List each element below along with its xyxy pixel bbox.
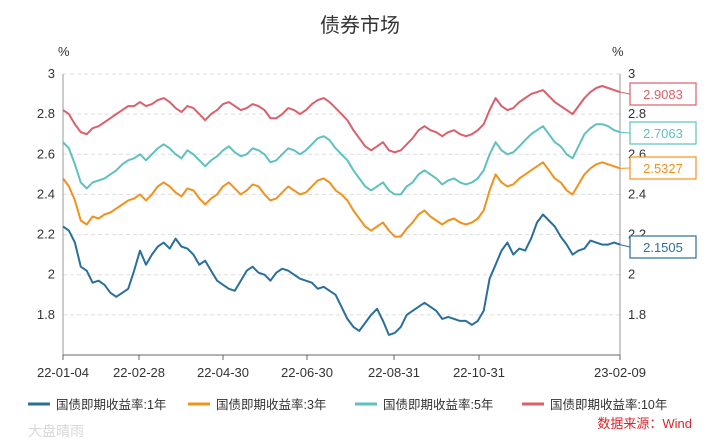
y-tick-label-left: 2	[48, 267, 55, 282]
x-tick-label: 23-02-09	[594, 365, 646, 380]
series-line-3	[62, 123, 621, 196]
series-line-2	[62, 161, 621, 238]
x-axis: 22-01-04 22-02-28 22-04-30 22-06-30 22-08-31…	[37, 354, 646, 380]
right-axis-unit: %	[612, 44, 624, 59]
callout-leader	[619, 244, 631, 248]
y-tick-label-left: 2.8	[37, 106, 55, 121]
y-tick-label-left: 2.6	[37, 146, 55, 161]
y-tick-label-right: 3	[628, 66, 635, 81]
y-tick-label-left: 3	[48, 66, 55, 81]
callout-value: 2.1505	[643, 240, 683, 255]
source-label: 数据来源：Wind	[597, 416, 692, 431]
series-lines	[62, 85, 621, 336]
y-tick-label-right: 2	[628, 267, 635, 282]
legend-label: 国债即期收益率:10年	[550, 397, 667, 412]
y-tick-label-right: 2.4	[628, 186, 646, 201]
legend-label: 国债即期收益率:3年	[216, 397, 326, 412]
y-tick-label-right: 1.8	[628, 307, 646, 322]
series-line-4	[62, 85, 621, 154]
legend-label: 国债即期收益率:5年	[383, 397, 493, 412]
legend-label: 国债即期收益率:1年	[56, 397, 166, 412]
y-tick-label-left: 2.2	[37, 227, 55, 242]
y-tick-label-left: 1.8	[37, 307, 55, 322]
x-tick-label: 22-01-04	[37, 365, 89, 380]
x-tick-label: 22-04-30	[197, 365, 249, 380]
x-tick-label: 22-10-31	[453, 365, 505, 380]
callout-box	[629, 121, 697, 145]
watermark-text: 大盘晴雨	[28, 423, 84, 439]
legend: 国债即期收益率:1年 国债即期收益率:3年 国债即期收益率:5年 国债即期收益率:10…	[28, 397, 667, 412]
grid-lines	[62, 73, 621, 355]
x-tick-label: 22-06-30	[281, 365, 333, 380]
callout-value: 2.5327	[643, 161, 683, 176]
left-axis-unit: %	[58, 44, 70, 59]
x-tick-label: 22-02-28	[113, 365, 165, 380]
chart-title: 债券市场	[320, 14, 400, 37]
callout-box	[629, 82, 697, 106]
callout-box	[629, 156, 697, 180]
callout-leader	[619, 131, 631, 134]
y-tick-label-right: 2.8	[628, 106, 646, 121]
callout-leader	[619, 91, 631, 95]
y-tick-label-left: 2.4	[37, 186, 55, 201]
last-value-callouts: 2.1505 2.5327 2.7063 2.9083	[619, 82, 697, 259]
series-line-1	[62, 213, 621, 336]
callout-value: 2.9083	[643, 87, 683, 102]
left-y-axis: 1.8 2 2.2 2.4 2.6 2.8 3	[37, 66, 55, 322]
callout-box	[629, 235, 697, 259]
callout-value: 2.7063	[643, 126, 683, 141]
x-tick-label: 22-08-31	[368, 365, 420, 380]
